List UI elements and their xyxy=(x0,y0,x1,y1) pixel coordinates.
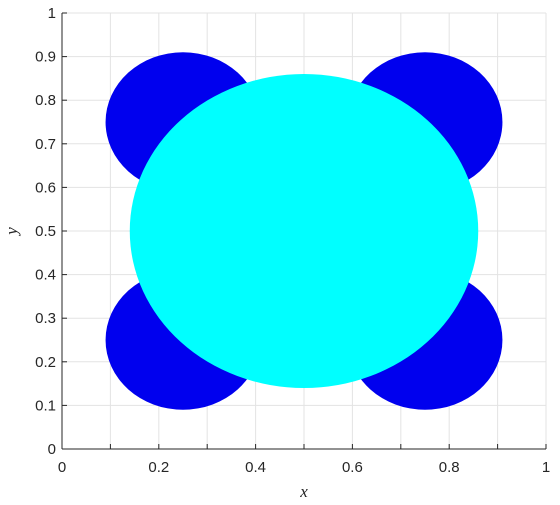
y-tick-label-5: 0.5 xyxy=(35,223,56,240)
x-tick-label-4: 0.8 xyxy=(439,459,460,476)
x-axis-label: x xyxy=(299,482,308,501)
disk-series1-0 xyxy=(129,74,479,388)
x-tick-label-2: 0.4 xyxy=(245,459,266,476)
y-tick-label-7: 0.7 xyxy=(35,136,56,153)
y-tick-label-1: 0.1 xyxy=(35,397,56,414)
tick-labels: 0 0.2 0.4 0.6 0.8 1 0 0.1 0.2 0.3 0.4 0.5 0.6 0.7 0.8 0… xyxy=(35,5,550,476)
y-tick-label-9: 0.9 xyxy=(35,49,56,66)
y-tick-label-0: 0 xyxy=(48,441,56,458)
x-tick-label-5: 1 xyxy=(542,459,550,476)
y-tick-label-10: 1 xyxy=(48,5,56,22)
y-tick-label-3: 0.3 xyxy=(35,310,56,327)
y-tick-label-2: 0.2 xyxy=(35,354,56,371)
y-tick-label-8: 0.8 xyxy=(35,92,56,109)
y-tick-label-4: 0.4 xyxy=(35,267,56,284)
y-axis-label: y xyxy=(2,227,21,237)
ticks xyxy=(61,12,547,450)
y-tick-label-6: 0.6 xyxy=(35,179,56,196)
data-marks xyxy=(105,52,503,410)
x-tick-label-3: 0.6 xyxy=(342,459,363,476)
x-tick-label-1: 0.2 xyxy=(148,459,169,476)
x-tick-label-0: 0 xyxy=(58,459,66,476)
